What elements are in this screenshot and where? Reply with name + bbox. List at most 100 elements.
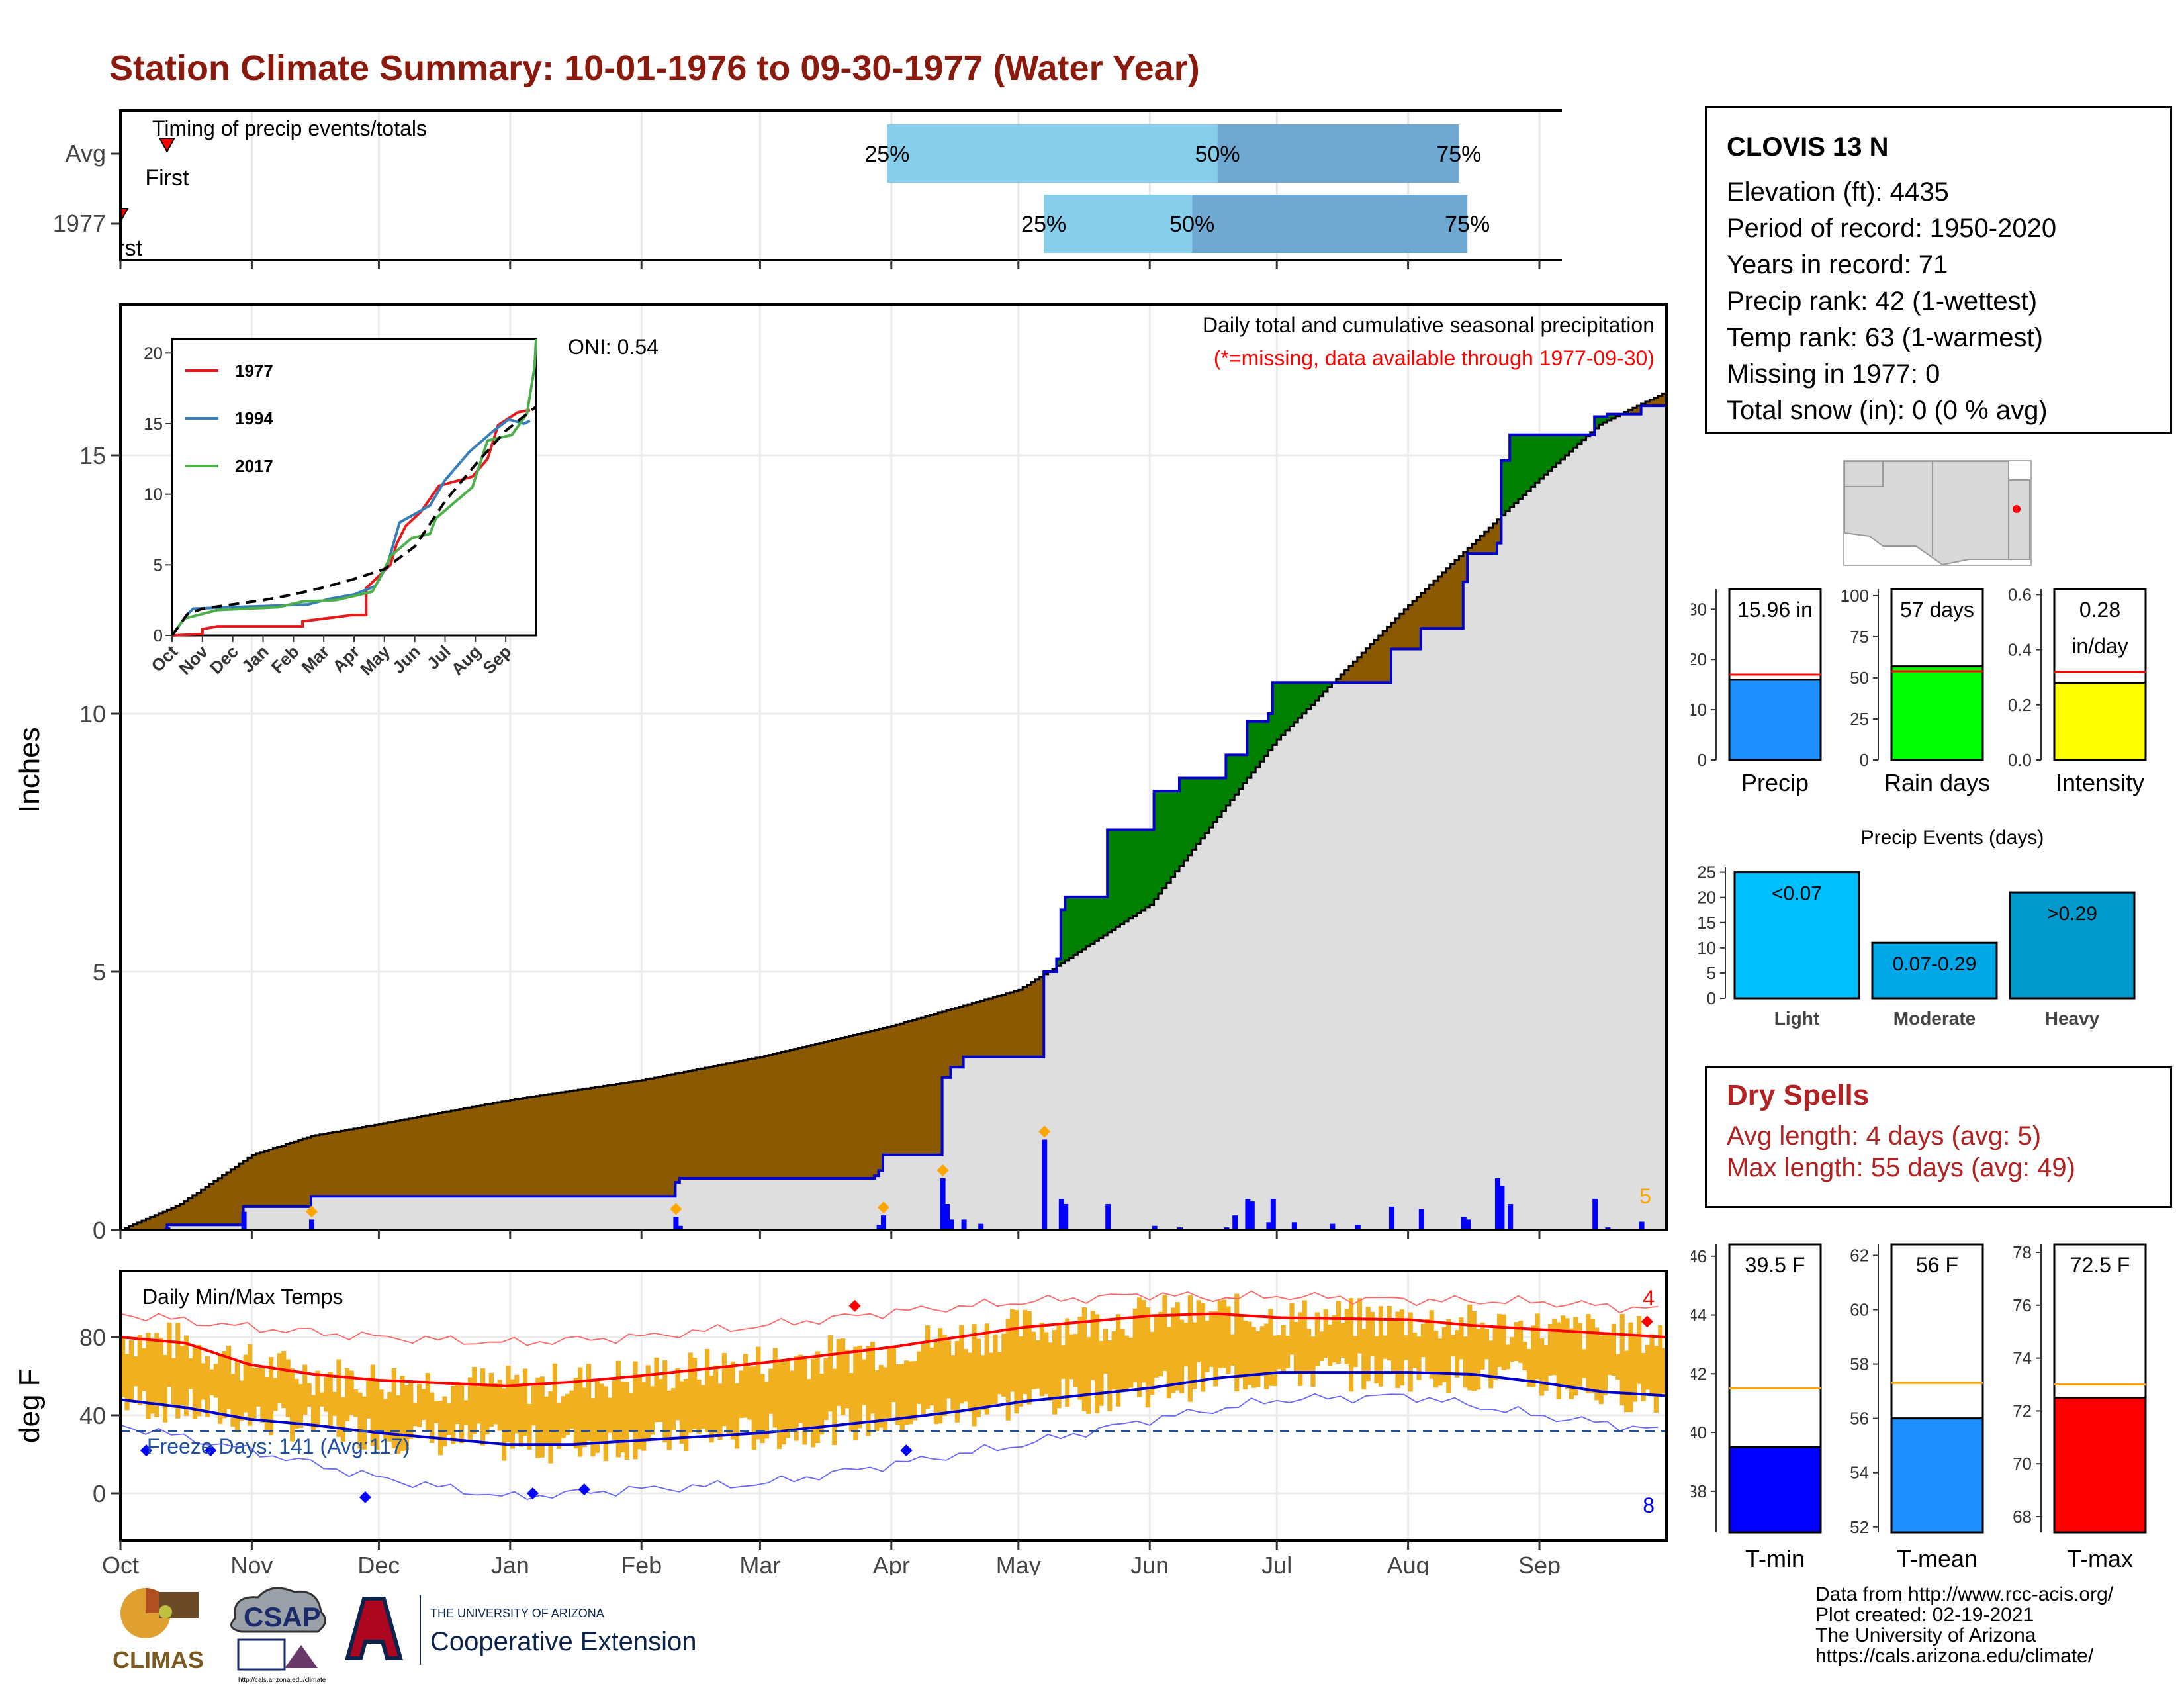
daily-temp-bar xyxy=(1488,1340,1494,1389)
deficit-fill xyxy=(1662,393,1667,406)
deficit-fill xyxy=(484,1104,490,1197)
daily-temp-bar xyxy=(696,1379,702,1434)
daily-temp-bar xyxy=(311,1395,316,1430)
surplus-fill xyxy=(1531,434,1536,487)
daily-temp-bar xyxy=(1611,1323,1616,1376)
surplus-fill xyxy=(1226,755,1231,806)
surplus-fill xyxy=(1196,778,1201,845)
daily-temp-bar xyxy=(1132,1308,1138,1383)
station-precip-rank: Precip rank: 42 (1-wettest) xyxy=(1727,287,2038,316)
daily-temp-bar xyxy=(506,1365,511,1442)
deficit-fill xyxy=(1408,605,1413,649)
daily-temp-bar xyxy=(1039,1323,1044,1397)
timing-bar-25-50 xyxy=(887,124,1218,183)
deficit-fill xyxy=(158,1213,163,1230)
month-axis-label: Aug xyxy=(1387,1552,1430,1575)
daily-temp-bar xyxy=(1361,1329,1367,1390)
surplus-fill xyxy=(1526,434,1531,491)
daily-temp-bar xyxy=(972,1324,977,1427)
daily-temp-bar xyxy=(578,1367,583,1457)
deficit-fill xyxy=(1471,543,1477,554)
month-axis-label: Nov xyxy=(230,1552,273,1575)
daily-temp-bar xyxy=(391,1368,396,1448)
timing-label-50: 50% xyxy=(1169,212,1214,237)
surplus-fill xyxy=(1171,791,1176,877)
deficit-fill xyxy=(645,1079,651,1197)
low-extreme-count: 8 xyxy=(1643,1493,1655,1517)
daily-precip-bar xyxy=(1249,1201,1255,1230)
daily-temp-bar xyxy=(1196,1300,1201,1362)
daily-temp-bar xyxy=(684,1378,689,1452)
deficit-fill xyxy=(557,1092,562,1197)
deficit-fill xyxy=(239,1163,244,1225)
daily-temp-bar xyxy=(1391,1320,1396,1372)
timing-frame xyxy=(119,109,1562,261)
daily-temp-bar xyxy=(1150,1331,1155,1395)
daily-temp-bar xyxy=(1255,1331,1261,1388)
daily-temp-bar xyxy=(1441,1327,1447,1383)
tsum-0-value-bar xyxy=(1728,1446,1822,1534)
daily-temp-bar xyxy=(1645,1344,1651,1390)
timing-bar-50-75 xyxy=(1217,124,1459,183)
daily-temp-bar xyxy=(1437,1338,1443,1386)
deficit-fill xyxy=(878,1029,884,1171)
deficit-fill xyxy=(1645,401,1650,406)
daily-temp-bar xyxy=(1539,1338,1545,1396)
inset-series-line-2017 xyxy=(171,338,537,637)
deficit-fill xyxy=(594,1087,600,1197)
deficit-fill xyxy=(959,1006,964,1068)
deficit-fill xyxy=(179,1204,185,1225)
surplus-fill xyxy=(1302,682,1307,714)
surplus-fill xyxy=(1293,682,1298,722)
deficit-fill xyxy=(841,1038,845,1178)
inset-series-line-1977 xyxy=(171,408,531,637)
tsum-1-y-tick-label: 56 xyxy=(1850,1409,1869,1429)
high-extreme-count: 4 xyxy=(1643,1286,1655,1310)
deficit-fill xyxy=(561,1092,566,1197)
daily-precip-bar xyxy=(1499,1186,1505,1230)
precip-events-y-tick-label: 15 xyxy=(1697,913,1716,933)
daily-temp-bar xyxy=(917,1351,922,1404)
deficit-fill xyxy=(467,1107,473,1197)
daily-temp-bar xyxy=(484,1385,490,1435)
daily-temp-bar xyxy=(1031,1331,1036,1389)
deficit-fill xyxy=(387,1122,392,1197)
daily-temp-bar xyxy=(1425,1319,1430,1372)
surplus-fill xyxy=(1611,414,1616,418)
daily-temp-bar xyxy=(412,1403,418,1427)
temp-y-axis-label: deg F xyxy=(13,1368,46,1443)
daily-temp-bar xyxy=(383,1399,388,1439)
daily-temp-bar xyxy=(980,1355,985,1410)
daily-temp-bar xyxy=(328,1372,333,1429)
deficit-fill xyxy=(412,1117,418,1197)
surplus-fill xyxy=(1095,896,1099,941)
daily-temp-bar xyxy=(1222,1299,1227,1368)
daily-temp-bar xyxy=(1501,1314,1506,1370)
inset-legend-label: 1977 xyxy=(235,361,273,381)
surplus-fill xyxy=(1594,416,1600,429)
daily-temp-bar xyxy=(488,1372,494,1427)
deficit-fill xyxy=(535,1096,541,1197)
daily-temp-bar xyxy=(273,1378,278,1411)
record-high-marker xyxy=(1641,1315,1653,1328)
deficit-fill xyxy=(794,1049,799,1178)
temp-y-tick-label: 0 xyxy=(93,1480,106,1507)
deficit-fill xyxy=(1497,519,1502,543)
daily-temp-bar xyxy=(557,1403,562,1449)
daily-temp-bar xyxy=(357,1392,363,1449)
deficit-fill xyxy=(1416,596,1422,649)
extreme-precip-count: 5 xyxy=(1639,1184,1651,1208)
daily-temp-bar xyxy=(806,1379,811,1429)
daily-temp-bar xyxy=(675,1368,680,1421)
daily-precip-bar xyxy=(1232,1215,1238,1230)
deficit-fill xyxy=(1459,556,1464,629)
daily-temp-bar xyxy=(1044,1332,1049,1395)
daily-temp-bar xyxy=(1370,1311,1375,1356)
deficit-fill xyxy=(192,1195,197,1225)
precip-y-tick-label: 0 xyxy=(93,1217,106,1244)
deficit-fill xyxy=(586,1088,591,1197)
credit-university: The University of Arizona xyxy=(1815,1624,2036,1646)
tsum-1-category-label: T-mean xyxy=(1897,1545,1978,1572)
daily-temp-bar xyxy=(1298,1312,1303,1386)
tsum-1-y-tick-label: 58 xyxy=(1850,1354,1869,1374)
